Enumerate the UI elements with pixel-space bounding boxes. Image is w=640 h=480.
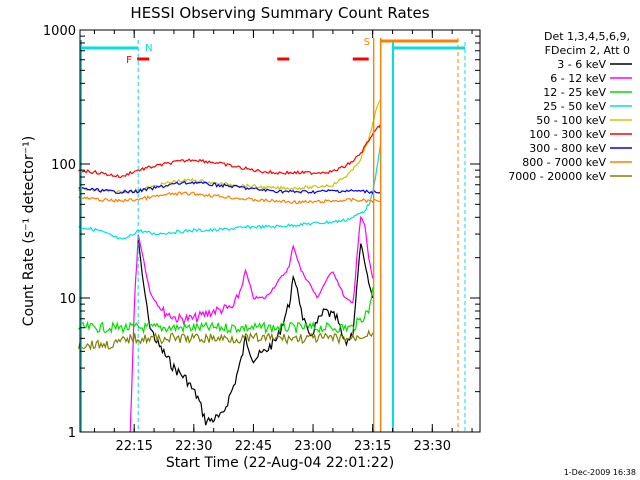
y-tick-label-2: 100 <box>51 158 76 173</box>
axes: 22:15 22:30 22:45 23:00 23:15 23:30 1 10 100 1000 <box>43 24 480 454</box>
plot-frame <box>79 29 481 433</box>
y-axis-label: Count Rate (s⁻¹ detector⁻¹) <box>21 136 37 326</box>
legend-label-5: 100 - 300 keV <box>529 128 606 141</box>
x-tick-label-1: 22:30 <box>175 439 212 454</box>
series-line-3 <box>78 144 382 240</box>
y-tick-label-3: 1000 <box>43 24 76 39</box>
x-tick-label-2: 22:45 <box>235 439 272 454</box>
series-line-1 <box>129 215 374 433</box>
y-tick-label-1: 10 <box>59 292 76 307</box>
legend-label-0: 3 - 6 keV <box>557 58 606 71</box>
series-line-2 <box>78 287 374 335</box>
x-tick-label-5: 23:30 <box>414 439 451 454</box>
night-marker-label: N <box>145 43 152 54</box>
series-line-8 <box>77 328 374 351</box>
series-line-7 <box>78 191 381 205</box>
legend-header-0: Det 1,3,4,5,6,9, <box>544 30 630 43</box>
saa-marker-label: S <box>364 37 370 48</box>
x-tick-label-3: 23:00 <box>294 439 331 454</box>
plot-area: N F S <box>77 37 466 433</box>
legend: Det 1,3,4,5,6,9,FDecim 2, Att 03 - 6 keV… <box>508 30 632 183</box>
legend-label-1: 6 - 12 keV <box>550 72 606 85</box>
legend-label-7: 800 - 7000 keV <box>522 156 606 169</box>
legend-label-2: 12 - 25 keV <box>543 86 606 99</box>
chart-title: HESSI Observing Summary Count Rates <box>130 4 429 22</box>
timestamp-footer: 1-Dec-2009 16:38 <box>564 468 636 477</box>
y-tick-label-0: 1 <box>68 426 76 441</box>
series-line-0 <box>137 238 374 426</box>
legend-label-4: 50 - 100 keV <box>536 114 606 127</box>
flare-marker-label: F <box>126 55 132 66</box>
series-line-4 <box>78 99 382 195</box>
series-line-5 <box>78 123 382 179</box>
x-axis-label: Start Time (22-Aug-04 22:01:22) <box>166 455 394 471</box>
legend-label-8: 7000 - 20000 keV <box>508 170 606 183</box>
x-tick-label-0: 22:15 <box>115 439 152 454</box>
x-tick-label-4: 23:15 <box>354 439 391 454</box>
legend-header-1: FDecim 2, Att 0 <box>545 44 630 57</box>
legend-label-3: 25 - 50 keV <box>543 100 606 113</box>
legend-label-6: 300 - 800 keV <box>529 142 606 155</box>
series-line-6 <box>78 180 381 195</box>
